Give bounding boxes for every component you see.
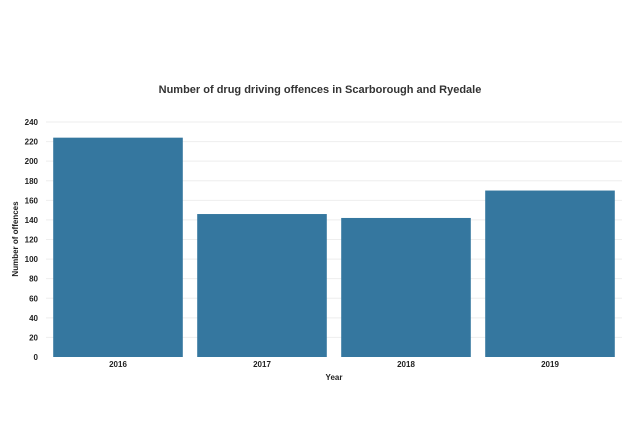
y-tick-label: 240 xyxy=(25,118,39,127)
y-tick-label: 180 xyxy=(25,177,39,186)
y-axis-label: Number of offences xyxy=(11,201,20,277)
y-tick-label: 100 xyxy=(25,255,39,264)
x-axis-ticks: 2016 2017 2018 2019 xyxy=(109,360,559,369)
y-axis-ticks: 0 20 40 60 80 100 120 140 160 180 200 220 240 xyxy=(25,118,39,362)
bar-2018 xyxy=(341,217,471,357)
y-tick-label: 220 xyxy=(25,138,39,147)
y-tick-label: 0 xyxy=(34,353,39,362)
bar-2017 xyxy=(197,214,327,357)
chart-title: Number of drug driving offences in Scarb… xyxy=(159,84,482,96)
y-tick-label: 20 xyxy=(29,333,38,342)
y-tick-label: 200 xyxy=(25,157,39,166)
y-tick-label: 60 xyxy=(29,294,38,303)
bar-2016 xyxy=(53,137,183,357)
y-tick-label: 140 xyxy=(25,216,39,225)
x-tick-label: 2019 xyxy=(541,360,559,369)
x-axis-label: Year xyxy=(326,373,343,382)
x-tick-label: 2017 xyxy=(253,360,271,369)
bars xyxy=(53,137,615,357)
y-tick-label: 80 xyxy=(29,275,38,284)
y-tick-label: 120 xyxy=(25,236,39,245)
x-tick-label: 2016 xyxy=(109,360,127,369)
x-tick-label: 2018 xyxy=(397,360,415,369)
bar-2019 xyxy=(485,190,615,357)
y-tick-label: 40 xyxy=(29,314,38,323)
y-tick-label: 160 xyxy=(25,196,39,205)
